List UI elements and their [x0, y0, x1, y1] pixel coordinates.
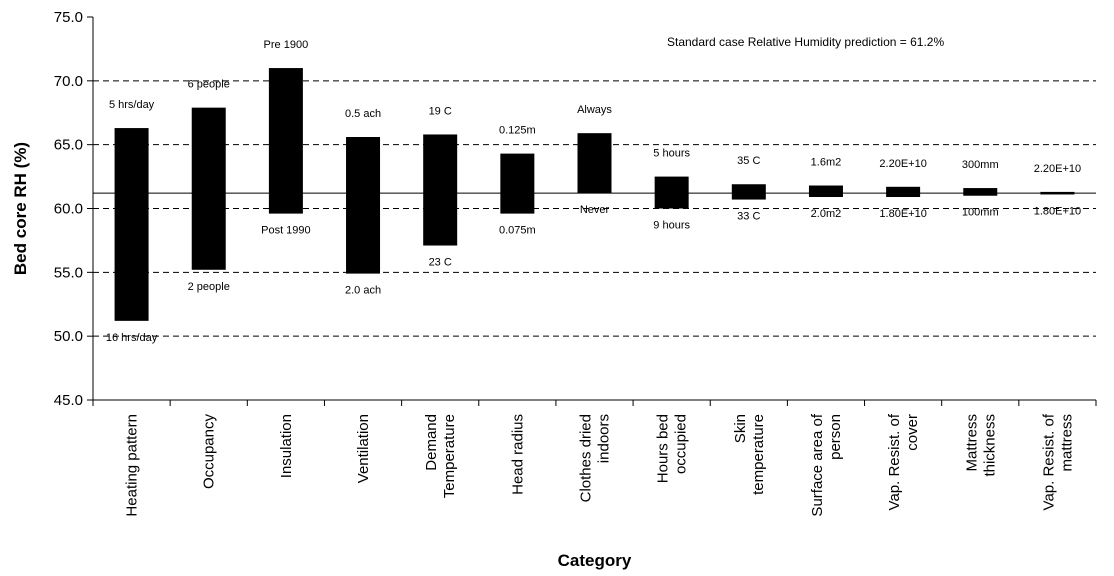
bar — [268, 68, 303, 214]
y-tick-label: 45.0 — [54, 392, 83, 409]
axes — [87, 16, 1097, 406]
y-tick-label: 50.0 — [54, 328, 83, 345]
bar — [346, 137, 381, 274]
bar-upper-label: 1.6m2 — [811, 157, 842, 169]
x-category-label: Surface area ofperson — [809, 413, 844, 516]
y-tick-label: 60.0 — [54, 201, 83, 218]
y-tick-label: 65.0 — [54, 137, 83, 154]
x-axis-title: Category — [558, 551, 632, 570]
x-category-label: DemandTemperature — [423, 414, 458, 498]
bars — [114, 68, 1075, 321]
bar — [886, 186, 921, 198]
bar-upper-label: 19 C — [429, 105, 452, 117]
x-category-label: Vap. Resist. ofmattress — [1040, 413, 1075, 510]
bar-lower-label: 33 C — [737, 211, 760, 223]
y-tick-label: 55.0 — [54, 264, 83, 281]
bar-lower-label: Post 1990 — [261, 225, 311, 237]
bar-upper-label: 300mm — [962, 159, 999, 171]
bar — [963, 188, 998, 196]
x-category-label: Heating pattern — [124, 414, 141, 517]
x-category-label: Vap. Resist. ofcover — [886, 413, 921, 510]
bar-upper-label: 6 people — [188, 79, 230, 91]
bar — [731, 184, 766, 200]
x-category-label: Clothes driedindoors — [578, 414, 613, 502]
x-category-label: Insulation — [278, 414, 295, 478]
standard-case-annotation: Standard case Relative Humidity predicti… — [667, 35, 944, 49]
bar — [114, 128, 149, 321]
x-category-label: Head radius — [509, 414, 526, 495]
x-category-label: Mattressthickness — [963, 414, 998, 477]
bar-upper-label: 35 C — [737, 155, 760, 167]
bar — [500, 153, 535, 214]
bar — [423, 134, 458, 246]
bar-upper-label: Pre 1900 — [264, 39, 309, 51]
bar — [191, 107, 226, 270]
bar-lower-label: 16 hrs/day — [106, 332, 158, 344]
y-tick-labels: 45.0 50.0 55.0 60.0 65.0 70.0 75.0 — [54, 9, 83, 409]
x-category-label: Hours bedoccupied — [655, 414, 690, 483]
bar-upper-label: 5 hrs/day — [109, 99, 155, 111]
x-category-label: Skintemperature — [732, 414, 767, 495]
bar-lower-label: Never — [580, 204, 610, 216]
x-category-label: Ventilation — [355, 414, 372, 483]
bar-upper-label: 2.20E+10 — [1034, 163, 1081, 175]
bar-lower-label: 0.075m — [499, 225, 536, 237]
y-tick-label: 70.0 — [54, 73, 83, 90]
bar — [654, 176, 689, 209]
x-category-label: Occupancy — [201, 414, 218, 490]
bar-lower-label: 100mm — [962, 207, 999, 219]
bar-upper-label: 5 hours — [653, 148, 690, 160]
bar-lower-label: 1.80E+10 — [1034, 205, 1081, 217]
bar-lower-label: 9 hours — [653, 220, 690, 232]
bar-annotations: 5 hrs/day 16 hrs/day 6 people 2 people Pre 1… — [106, 39, 1081, 344]
bar-upper-label: 2.20E+10 — [879, 158, 926, 170]
bar-lower-label: 2.0 ach — [345, 285, 381, 297]
bar-lower-label: 1.80E+10 — [879, 208, 926, 220]
bar-upper-label: 0.125m — [499, 125, 536, 137]
bar — [577, 133, 612, 194]
y-tick-label: 75.0 — [54, 9, 83, 26]
bar-upper-label: 0.5 ach — [345, 108, 381, 120]
y-axis-title: Bed core RH (%) — [11, 142, 30, 275]
x-category-labels: Heating pattern Occupancy Insulation Ventil… — [124, 413, 1076, 516]
bar-lower-label: 2.0m2 — [811, 208, 842, 220]
bar-upper-label: Always — [577, 104, 612, 116]
bar — [808, 185, 843, 198]
bar-lower-label: 23 C — [429, 257, 452, 269]
bar-lower-label: 2 people — [188, 281, 230, 293]
